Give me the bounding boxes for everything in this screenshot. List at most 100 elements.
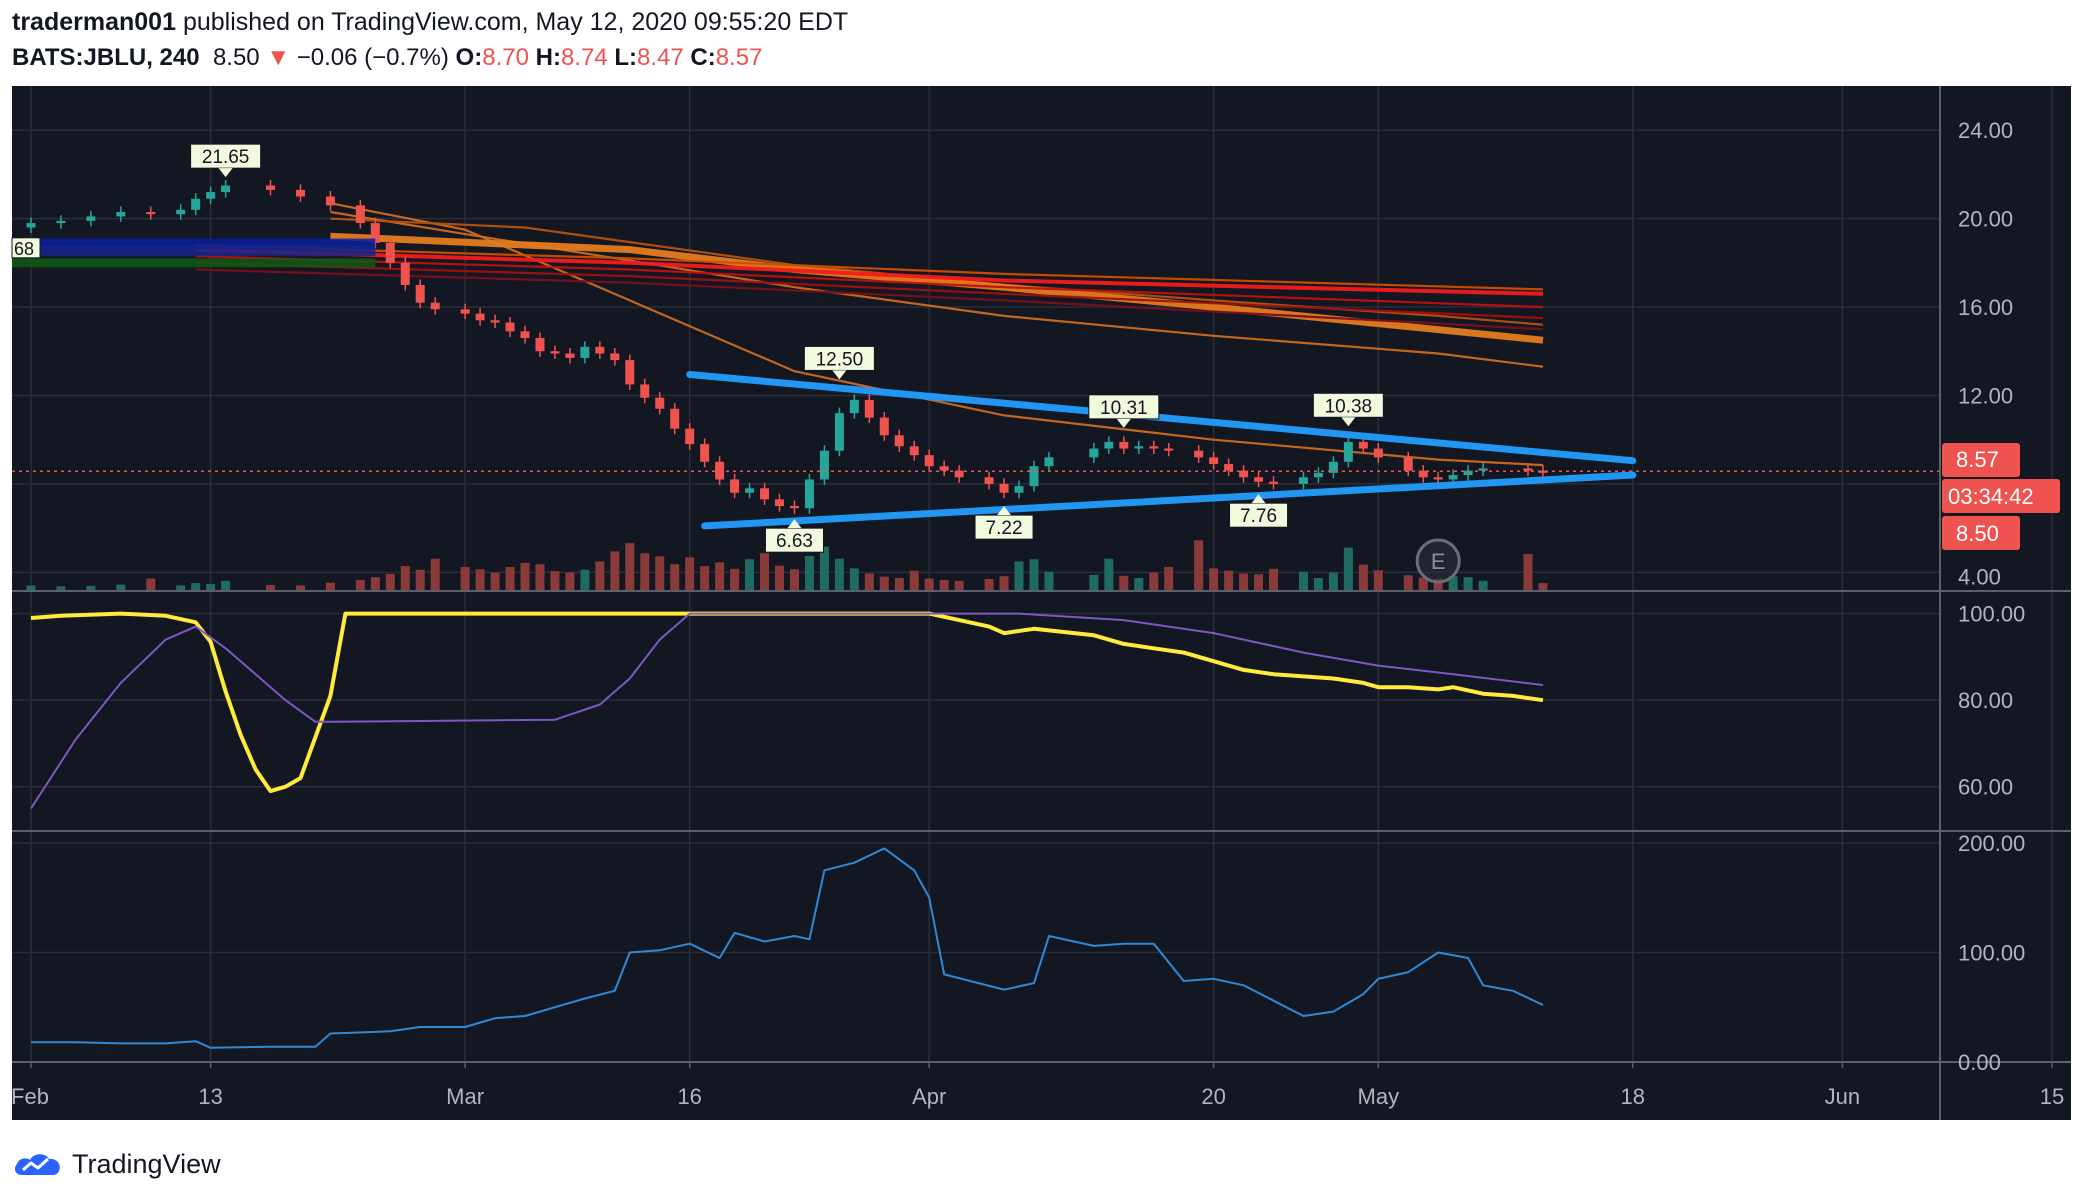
volume-bar bbox=[655, 556, 665, 590]
time-label: Mar bbox=[446, 1084, 484, 1109]
volume-bar bbox=[1254, 574, 1264, 590]
annotation-box bbox=[803, 345, 875, 371]
earnings-icon-letter: E bbox=[1431, 549, 1446, 574]
trendline[interactable] bbox=[686, 370, 1637, 465]
time-label: 13 bbox=[198, 1084, 222, 1109]
candle-body bbox=[999, 483, 1009, 493]
volume-indicator-label: 200.00 bbox=[1958, 831, 2025, 856]
trendline[interactable] bbox=[701, 471, 1637, 530]
volume-bar bbox=[520, 562, 530, 590]
candle-body bbox=[370, 223, 380, 243]
volume-bar bbox=[685, 557, 695, 590]
candle-body bbox=[1298, 477, 1308, 484]
volume-bar bbox=[1298, 571, 1308, 590]
candle-body bbox=[206, 192, 216, 199]
earnings-marker[interactable]: E bbox=[1415, 538, 1461, 584]
volume-indicator-label: 100.00 bbox=[1958, 940, 2025, 965]
moving-average-line bbox=[330, 210, 1544, 368]
volume-bar bbox=[1373, 570, 1383, 590]
candle-body bbox=[1433, 477, 1443, 480]
candle-body bbox=[1209, 457, 1219, 464]
candle-body bbox=[625, 360, 635, 385]
price-label: 16.00 bbox=[1958, 295, 2013, 320]
moving-average-line bbox=[195, 255, 1544, 309]
candle-body bbox=[565, 353, 575, 358]
candle-body bbox=[400, 262, 410, 285]
volume-bar bbox=[745, 559, 755, 590]
volume-bar bbox=[146, 578, 156, 590]
candle-body bbox=[191, 198, 201, 210]
candle-body bbox=[849, 399, 859, 414]
volume-bar bbox=[849, 568, 859, 590]
candle-body bbox=[1463, 470, 1473, 476]
volume-bar bbox=[625, 543, 635, 590]
volume-bar bbox=[610, 551, 620, 590]
candle-body bbox=[1313, 472, 1323, 478]
candle-body bbox=[1254, 477, 1264, 482]
countdown-tag bbox=[1942, 479, 2060, 513]
volume-bar bbox=[490, 572, 500, 590]
volume-bar bbox=[1328, 572, 1338, 590]
volume-bar bbox=[700, 566, 710, 590]
footer-brand[interactable]: TradingView bbox=[12, 1144, 221, 1184]
candle-body bbox=[415, 284, 425, 303]
price-label: 24.00 bbox=[1958, 118, 2013, 143]
time-label: 15 bbox=[2040, 1084, 2064, 1109]
candle-body bbox=[116, 212, 126, 217]
candle-body bbox=[1089, 448, 1099, 458]
low-label: L: bbox=[614, 44, 637, 71]
candle-body bbox=[86, 216, 96, 221]
volume-bar bbox=[535, 564, 545, 590]
earnings-icon[interactable] bbox=[1415, 538, 1461, 584]
trendlines[interactable] bbox=[12, 370, 1940, 530]
candle-body bbox=[819, 450, 829, 480]
candle-body bbox=[804, 479, 814, 509]
time-label: Feb bbox=[11, 1084, 49, 1109]
candle-body bbox=[176, 209, 186, 215]
time-label: Jun bbox=[1825, 1084, 1860, 1109]
time-label: 18 bbox=[1621, 1084, 1645, 1109]
candle-body bbox=[1239, 470, 1249, 478]
candle-body bbox=[1403, 457, 1413, 471]
candle-body bbox=[864, 399, 874, 418]
price-axis-labels: 24.00 20.00 16.00 12.00 4.00 100.00 80.00 60.00… bbox=[1958, 118, 2025, 1075]
volume-bar bbox=[1269, 568, 1279, 590]
annotation-box bbox=[764, 527, 824, 553]
volume-bar bbox=[879, 576, 889, 590]
volume-bar bbox=[1403, 575, 1413, 590]
candle-body bbox=[670, 408, 680, 429]
annotation-pointer bbox=[1251, 494, 1266, 504]
volume-bar bbox=[939, 579, 949, 590]
volume-bar bbox=[1209, 568, 1219, 590]
volume-bar bbox=[730, 568, 740, 590]
volume-bar bbox=[1014, 561, 1024, 590]
annotation-pointer bbox=[218, 168, 233, 178]
annotation-pointer bbox=[832, 370, 847, 380]
candle-body bbox=[789, 506, 799, 509]
volume-bar bbox=[355, 579, 365, 590]
close-label: C: bbox=[690, 44, 716, 71]
last-price-tag-text: 8.50 bbox=[1956, 521, 1999, 546]
volume-bar bbox=[415, 569, 425, 590]
author-name[interactable]: traderman001 bbox=[12, 8, 176, 36]
volume-bar bbox=[1224, 570, 1234, 590]
annotation-pointer bbox=[1116, 418, 1131, 428]
chart-background bbox=[12, 86, 2071, 1120]
time-label: Apr bbox=[912, 1084, 946, 1109]
candle-body bbox=[1418, 470, 1428, 478]
volume-bar bbox=[909, 570, 919, 590]
volume-bar bbox=[191, 583, 201, 590]
candle-body bbox=[1029, 466, 1039, 487]
volume-bar bbox=[400, 566, 410, 590]
candle-body bbox=[1448, 475, 1458, 480]
annotation-text: 6.63 bbox=[776, 531, 813, 552]
candle-body bbox=[520, 331, 530, 338]
annotation-box bbox=[11, 237, 41, 259]
candle-body bbox=[580, 346, 590, 358]
volume-bar bbox=[116, 584, 126, 590]
open-value: 8.70 bbox=[482, 44, 529, 71]
price-tags: 8.57 03:34:42 8.50 bbox=[1942, 443, 2060, 550]
symbol-label[interactable]: BATS:JBLU, 240 bbox=[12, 44, 200, 71]
annotation-box bbox=[1229, 502, 1289, 528]
